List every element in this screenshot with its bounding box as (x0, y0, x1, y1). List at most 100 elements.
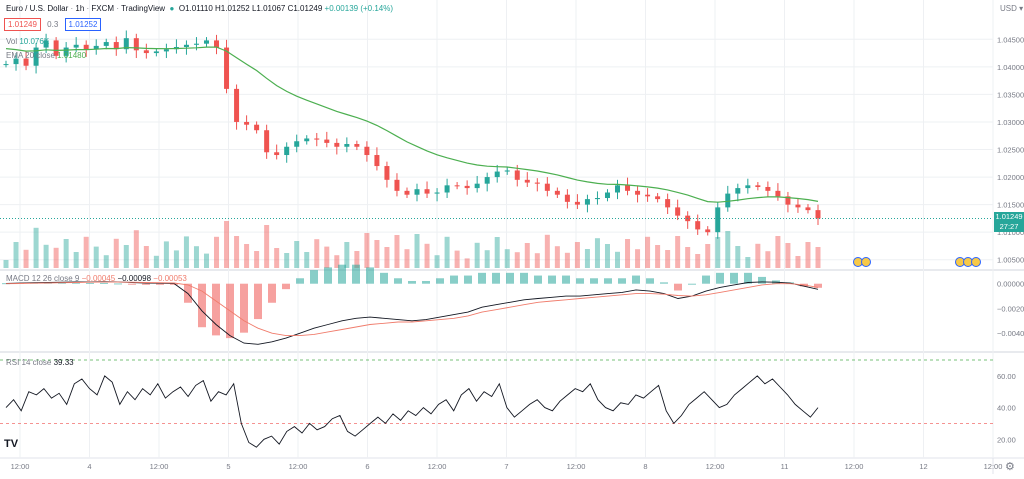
candle-body (725, 193, 731, 208)
macd-title: MACD 12 26 close 9 (6, 274, 80, 283)
candle-body (765, 186, 771, 191)
tradingview-logo-icon[interactable]: TV (4, 438, 19, 450)
macd-histogram-bar (408, 280, 416, 284)
macd-tick-label: −0.00200 (997, 304, 1024, 313)
macd-histogram-bar (604, 278, 612, 284)
macd-value-2: −0.00098 (117, 274, 152, 283)
price-tick-label: 1.03500 (997, 90, 1024, 99)
candle-body (83, 44, 89, 50)
macd-histogram-bar (534, 275, 542, 284)
volume-bar (655, 245, 661, 268)
candle-body (534, 182, 540, 184)
candle-body (785, 196, 791, 205)
rsi-tick-label: 20.00 (997, 435, 1016, 444)
price-tick-label: 1.03000 (997, 118, 1024, 127)
volume-bar (715, 237, 721, 268)
spread-value: 0.3 (47, 20, 59, 29)
macd-histogram-bar (688, 283, 696, 285)
volume-bar (274, 248, 280, 268)
candle-body (604, 192, 610, 199)
volume-bar (675, 236, 681, 268)
price-tick-label: 1.02000 (997, 173, 1024, 182)
candle-body (795, 204, 801, 208)
macd-histogram-bar (814, 283, 822, 288)
macd-histogram-bar (240, 283, 248, 333)
event-flag-icon (861, 257, 871, 267)
ema-legend[interactable]: EMA 20 close 1.01480 (6, 51, 86, 60)
macd-histogram-bar (58, 282, 66, 284)
time-tick-label: 12:00 (289, 462, 308, 471)
candle-body (504, 170, 510, 172)
volume-bar (554, 246, 560, 268)
bid-ask-row: 1.01249 0.3 1.01252 (4, 18, 105, 31)
macd-histogram-bar (212, 283, 220, 336)
candle-body (193, 43, 199, 45)
candle-body (715, 207, 721, 233)
rsi-tick-label: 60.00 (997, 372, 1016, 381)
volume-bar (304, 252, 310, 268)
macd-histogram-bar (520, 272, 528, 284)
time-tick-label: 12:00 (428, 462, 447, 471)
candle-body (123, 38, 129, 50)
macd-histogram-bar (296, 278, 304, 284)
volume-bar (414, 234, 420, 268)
currency-selector[interactable]: USD ▾ (1000, 4, 1023, 13)
volume-bar (504, 249, 510, 268)
volume-bar (13, 242, 19, 268)
gear-icon[interactable]: ⚙ (1005, 461, 1015, 473)
rsi-tick-label: 40.00 (997, 404, 1016, 413)
volume-bar (805, 242, 811, 268)
macd-histogram-bar (86, 282, 94, 284)
macd-histogram-bar (632, 275, 640, 284)
candle-body (43, 40, 49, 48)
candle-body (344, 144, 350, 147)
volume-bar (604, 244, 610, 268)
macd-histogram-bar (198, 283, 206, 328)
volume-bar (133, 230, 139, 268)
volume-bar (354, 251, 360, 268)
candle-body (354, 144, 360, 147)
candle-body (153, 51, 159, 54)
high-value: H1.01252 (215, 4, 250, 13)
volume-bar (775, 236, 781, 268)
volume-bar (584, 249, 590, 268)
time-tick-label: 12:00 (984, 462, 1003, 471)
volume-bar (153, 255, 159, 268)
volume-bar (284, 253, 290, 268)
macd-legend[interactable]: MACD 12 26 close 9 −0.00045 −0.00098 −0.… (6, 274, 187, 283)
volume-bar (364, 233, 370, 268)
candle-body (454, 185, 460, 187)
macd-histogram-bar (744, 272, 752, 284)
symbol-header[interactable]: Euro / U.S. Dollar · 1h · FXCM · Trading… (6, 4, 394, 13)
ask-box[interactable]: 1.01252 (64, 18, 102, 31)
macd-histogram-bar (366, 267, 374, 284)
macd-histogram-bar (450, 275, 458, 284)
volume-bar (334, 255, 340, 268)
volume-bar (53, 247, 59, 268)
candle-body (424, 189, 430, 194)
macd-histogram-bar (576, 278, 584, 284)
rsi-legend[interactable]: RSI 14 close 39.33 (6, 358, 74, 367)
candle-body (735, 188, 741, 194)
price-tick-label: 1.04500 (997, 35, 1024, 44)
candle-body (675, 207, 681, 216)
candle-body (53, 40, 59, 56)
macd-histogram-bar (758, 276, 766, 284)
macd-histogram-bar (380, 272, 388, 284)
volume-bar (73, 252, 79, 268)
volume-legend[interactable]: Vol 10.076K (6, 37, 49, 46)
candle-body (635, 190, 641, 195)
volume-bar (224, 221, 230, 268)
candle-body (364, 146, 370, 156)
rsi-line (5, 375, 819, 448)
macd-histogram-bar (660, 282, 668, 284)
volume-bar (193, 246, 199, 268)
candle-body (254, 124, 260, 131)
volume-bar (574, 242, 580, 268)
volume-bar (635, 249, 641, 268)
candle-body (143, 50, 149, 54)
candle-body (524, 179, 530, 183)
bid-box[interactable]: 1.01249 (4, 18, 41, 31)
